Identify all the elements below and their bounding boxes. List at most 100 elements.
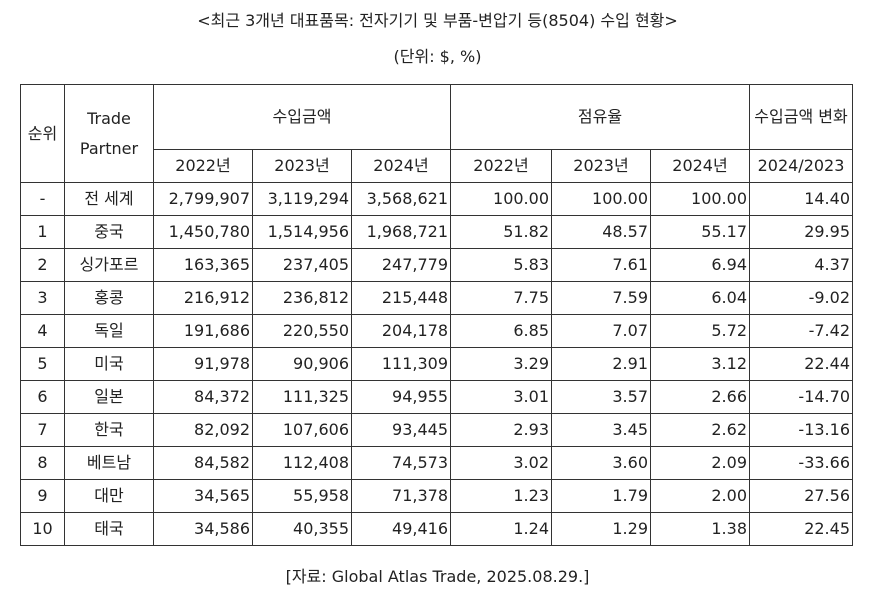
cell-amount-2023: 236,812 [252, 281, 352, 315]
cell-share-2022: 5.83 [450, 248, 552, 282]
cell-partner: 베트남 [64, 446, 154, 480]
cell-amount-2024: 247,779 [351, 248, 451, 282]
cell-share-2022: 7.75 [450, 281, 552, 315]
table-row: 8 베트남 84,582 112,408 74,573 3.02 3.60 2.… [20, 446, 853, 480]
header-share-2024: 2024년 [650, 149, 750, 183]
cell-partner: 태국 [64, 512, 154, 546]
header-partner: Trade Partner [64, 84, 154, 183]
cell-amount-2022: 34,586 [153, 512, 253, 546]
table-row: 9 대만 34,565 55,958 71,378 1.23 1.79 2.00… [20, 479, 853, 513]
cell-share-2023: 7.07 [551, 314, 651, 348]
cell-share-2024: 2.66 [650, 380, 750, 414]
header-change: 수입금액 변화 [749, 84, 853, 150]
cell-rank: 7 [20, 413, 65, 447]
cell-rank: 3 [20, 281, 65, 315]
cell-amount-2022: 84,372 [153, 380, 253, 414]
cell-share-2023: 3.45 [551, 413, 651, 447]
cell-rank: 4 [20, 314, 65, 348]
cell-share-2022: 2.93 [450, 413, 552, 447]
cell-change: 4.37 [749, 248, 853, 282]
cell-share-2022: 1.23 [450, 479, 552, 513]
table-row: 2 싱가포르 163,365 237,405 247,779 5.83 7.61… [20, 248, 853, 282]
table-row: 10 태국 34,586 40,355 49,416 1.24 1.29 1.3… [20, 512, 853, 546]
cell-amount-2024: 111,309 [351, 347, 451, 381]
cell-rank: 5 [20, 347, 65, 381]
header-amount-2024: 2024년 [351, 149, 451, 183]
cell-partner: 독일 [64, 314, 154, 348]
cell-rank: 8 [20, 446, 65, 480]
cell-share-2022: 100.00 [450, 182, 552, 216]
cell-amount-2022: 82,092 [153, 413, 253, 447]
source-note: [자료: Global Atlas Trade, 2025.08.29.] [285, 567, 590, 586]
cell-change: -13.16 [749, 413, 853, 447]
cell-partner: 전 세계 [64, 182, 154, 216]
cell-amount-2024: 93,445 [351, 413, 451, 447]
cell-change: 14.40 [749, 182, 853, 216]
table-title: <최근 3개년 대표품목: 전자기기 및 부품-변압기 등(8504) 수입 현… [197, 11, 678, 30]
cell-share-2024: 6.94 [650, 248, 750, 282]
header-amount-2023: 2023년 [252, 149, 352, 183]
header-import-amount: 수입금액 [153, 84, 451, 150]
header-share-2022: 2022년 [450, 149, 552, 183]
cell-rank: 1 [20, 215, 65, 249]
cell-share-2022: 6.85 [450, 314, 552, 348]
cell-share-2023: 2.91 [551, 347, 651, 381]
table-row: 5 미국 91,978 90,906 111,309 3.29 2.91 3.1… [20, 347, 853, 381]
cell-share-2024: 6.04 [650, 281, 750, 315]
cell-share-2023: 48.57 [551, 215, 651, 249]
cell-amount-2022: 91,978 [153, 347, 253, 381]
cell-amount-2022: 163,365 [153, 248, 253, 282]
cell-partner: 한국 [64, 413, 154, 447]
cell-change: 22.44 [749, 347, 853, 381]
cell-rank: - [20, 182, 65, 216]
cell-amount-2024: 74,573 [351, 446, 451, 480]
cell-amount-2022: 84,582 [153, 446, 253, 480]
cell-amount-2024: 1,968,721 [351, 215, 451, 249]
cell-share-2023: 100.00 [551, 182, 651, 216]
cell-amount-2024: 215,448 [351, 281, 451, 315]
cell-amount-2022: 1,450,780 [153, 215, 253, 249]
cell-share-2024: 2.62 [650, 413, 750, 447]
cell-share-2024: 55.17 [650, 215, 750, 249]
cell-share-2022: 3.02 [450, 446, 552, 480]
cell-share-2023: 3.57 [551, 380, 651, 414]
cell-amount-2024: 204,178 [351, 314, 451, 348]
cell-share-2024: 5.72 [650, 314, 750, 348]
cell-share-2024: 3.12 [650, 347, 750, 381]
cell-share-2024: 1.38 [650, 512, 750, 546]
cell-amount-2024: 71,378 [351, 479, 451, 513]
table-header: 순위 Trade Partner 수입금액 점유율 수입금액 변화 2022년 … [20, 84, 853, 183]
table-body: - 전 세계 2,799,907 3,119,294 3,568,621 100… [20, 182, 853, 546]
cell-change: 27.56 [749, 479, 853, 513]
cell-share-2023: 3.60 [551, 446, 651, 480]
cell-share-2022: 1.24 [450, 512, 552, 546]
cell-share-2022: 3.01 [450, 380, 552, 414]
table-row: 6 일본 84,372 111,325 94,955 3.01 3.57 2.6… [20, 380, 853, 414]
cell-partner: 미국 [64, 347, 154, 381]
cell-amount-2023: 1,514,956 [252, 215, 352, 249]
cell-rank: 2 [20, 248, 65, 282]
cell-change: -9.02 [749, 281, 853, 315]
cell-share-2024: 2.00 [650, 479, 750, 513]
cell-share-2023: 7.61 [551, 248, 651, 282]
cell-amount-2023: 237,405 [252, 248, 352, 282]
cell-partner: 싱가포르 [64, 248, 154, 282]
cell-amount-2023: 3,119,294 [252, 182, 352, 216]
cell-share-2024: 2.09 [650, 446, 750, 480]
cell-partner: 홍콩 [64, 281, 154, 315]
header-change-period: 2024/2023 [749, 149, 853, 183]
cell-amount-2023: 112,408 [252, 446, 352, 480]
cell-partner: 대만 [64, 479, 154, 513]
unit-note: (단위: $, %) [393, 47, 482, 66]
cell-share-2022: 51.82 [450, 215, 552, 249]
cell-amount-2023: 90,906 [252, 347, 352, 381]
cell-share-2024: 100.00 [650, 182, 750, 216]
cell-share-2023: 1.29 [551, 512, 651, 546]
table-row: 4 독일 191,686 220,550 204,178 6.85 7.07 5… [20, 314, 853, 348]
cell-amount-2023: 55,958 [252, 479, 352, 513]
table-row: 3 홍콩 216,912 236,812 215,448 7.75 7.59 6… [20, 281, 853, 315]
cell-amount-2022: 191,686 [153, 314, 253, 348]
cell-partner: 중국 [64, 215, 154, 249]
cell-share-2022: 3.29 [450, 347, 552, 381]
cell-amount-2023: 107,606 [252, 413, 352, 447]
